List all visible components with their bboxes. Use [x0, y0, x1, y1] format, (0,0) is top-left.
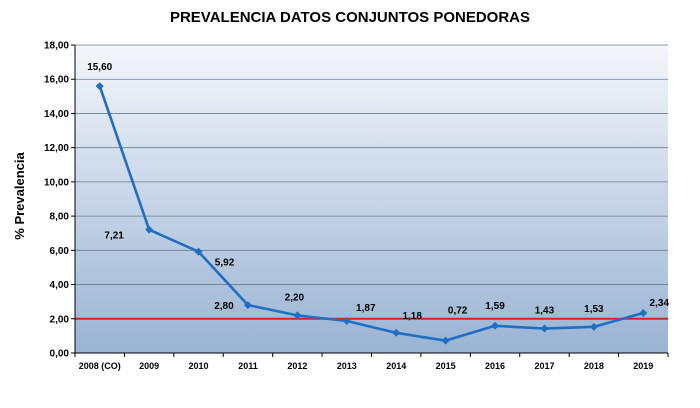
data-label: 1,53	[584, 304, 604, 315]
x-tick-label: 2013	[337, 361, 357, 371]
data-point	[441, 336, 450, 345]
chart-title: PREVALENCIA DATOS CONJUNTOS PONEDORAS	[170, 9, 530, 26]
x-tick-label: 2019	[633, 361, 653, 371]
x-tick-label: 2018	[584, 361, 604, 371]
x-tick-label: 2016	[485, 361, 505, 371]
x-tick-label: 2017	[534, 361, 554, 371]
y-axis-ticks: 0,00 2,00 4,00 6,00 8,00 10,00 12,00 14,00 16,00…	[44, 41, 75, 360]
data-label: 2,34	[650, 298, 670, 309]
data-label: 1,43	[535, 306, 555, 317]
data-point	[589, 322, 598, 331]
y-tick-label: 12,00	[44, 143, 69, 154]
y-tick-label: 8,00	[50, 212, 70, 223]
y-tick-label: 16,00	[44, 75, 69, 86]
data-label: 7,21	[104, 231, 124, 242]
x-tick-label: 2010	[189, 361, 209, 371]
y-tick-label: 14,00	[44, 109, 69, 120]
data-label: 1,87	[356, 303, 376, 314]
x-tick-label: 2008 (CO)	[79, 361, 121, 371]
x-tick-label: 2011	[238, 361, 258, 371]
y-tick-label: 18,00	[44, 41, 69, 52]
data-point	[639, 308, 648, 317]
axes	[74, 45, 668, 354]
data-point	[293, 311, 302, 320]
data-point	[392, 328, 401, 337]
data-point	[95, 82, 104, 91]
x-axis-ticks: 2008 (CO) 2009 2010 2011 2012 2013 2014 2015 201…	[74, 353, 669, 371]
y-tick-label: 10,00	[44, 177, 69, 188]
series-group	[95, 82, 648, 345]
y-axis-label: % Prevalencia	[12, 152, 27, 240]
series-line	[98, 85, 644, 342]
y-tick-label: 6,00	[50, 246, 70, 257]
data-point	[491, 321, 500, 330]
data-label: 1,18	[402, 311, 422, 322]
plot-area	[75, 45, 668, 353]
data-label: 5,92	[215, 258, 235, 269]
data-label: 2,20	[285, 292, 305, 303]
data-label: 2,80	[214, 301, 234, 312]
data-point	[342, 317, 351, 326]
x-tick-label: 2012	[287, 361, 307, 371]
data-point	[540, 324, 549, 333]
data-point	[243, 301, 252, 310]
data-labels: 15,60 7,21 5,92 2,80 2,20 1,87 1,18 0,72 1,59 1,4…	[87, 62, 669, 322]
x-tick-label: 2014	[386, 361, 406, 371]
data-label: 15,60	[87, 62, 112, 73]
y-tick-label: 2,00	[50, 314, 70, 325]
data-label: 0,72	[448, 306, 468, 317]
y-tick-label: 0,00	[50, 349, 70, 360]
x-tick-label: 2009	[139, 361, 159, 371]
data-point	[194, 247, 203, 256]
data-label: 1,59	[485, 301, 505, 312]
y-tick-label: 4,00	[50, 280, 70, 291]
x-tick-label: 2015	[436, 361, 456, 371]
data-point	[145, 225, 154, 234]
